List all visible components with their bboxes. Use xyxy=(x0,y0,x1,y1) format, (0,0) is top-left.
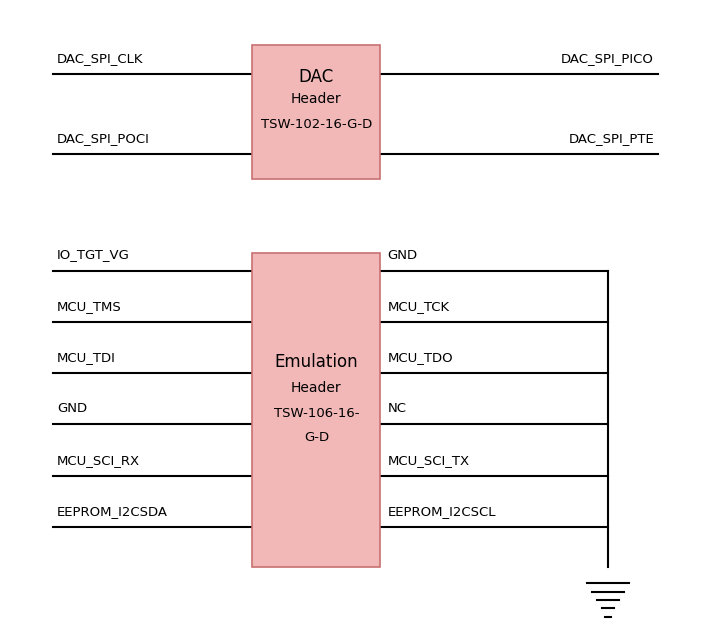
Text: G-D: G-D xyxy=(304,431,329,444)
Text: MCU_SCI_RX: MCU_SCI_RX xyxy=(57,454,140,467)
Text: DAC_SPI_PTE: DAC_SPI_PTE xyxy=(568,132,654,145)
Text: GND: GND xyxy=(387,249,417,262)
Text: MCU_TMS: MCU_TMS xyxy=(57,300,122,313)
Text: TSW-102-16-G-D: TSW-102-16-G-D xyxy=(261,119,372,131)
Text: MCU_TDI: MCU_TDI xyxy=(57,351,116,364)
Text: MCU_TCK: MCU_TCK xyxy=(387,300,449,313)
Text: Header: Header xyxy=(291,381,342,395)
Text: DAC_SPI_PICO: DAC_SPI_PICO xyxy=(561,52,654,65)
Text: IO_TGT_VG: IO_TGT_VG xyxy=(57,249,129,262)
Bar xyxy=(252,45,380,179)
Text: EEPROM_I2CSCL: EEPROM_I2CSCL xyxy=(387,505,496,518)
Text: NC: NC xyxy=(387,403,407,415)
Text: DAC_SPI_CLK: DAC_SPI_CLK xyxy=(57,52,144,65)
Text: DAC: DAC xyxy=(299,68,334,86)
Text: MCU_SCI_TX: MCU_SCI_TX xyxy=(387,454,470,467)
Text: MCU_TDO: MCU_TDO xyxy=(387,351,453,364)
Bar xyxy=(252,253,380,567)
Text: Emulation: Emulation xyxy=(274,353,358,371)
Text: GND: GND xyxy=(57,403,87,415)
Text: EEPROM_I2CSDA: EEPROM_I2CSDA xyxy=(57,505,168,518)
Text: TSW-106-16-: TSW-106-16- xyxy=(274,407,359,420)
Text: Header: Header xyxy=(291,92,342,106)
Text: DAC_SPI_POCI: DAC_SPI_POCI xyxy=(57,132,150,145)
